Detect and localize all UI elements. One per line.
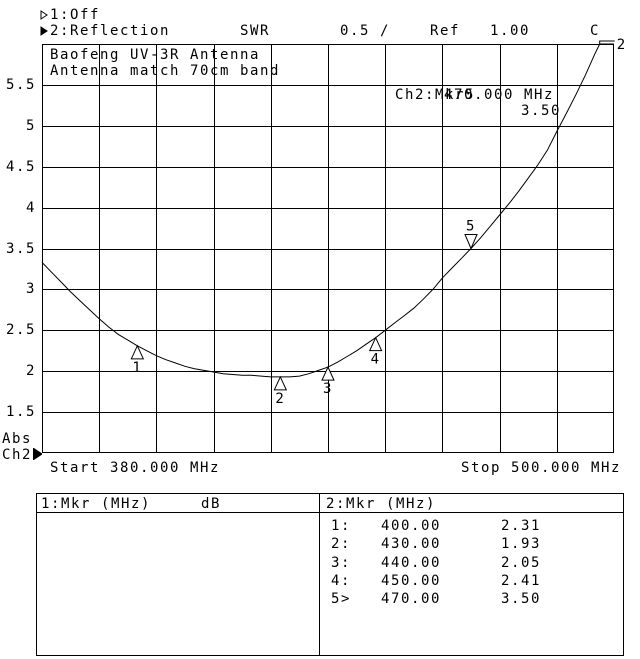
marker-3-triangle <box>321 365 335 381</box>
marker-5-triangle <box>464 234 478 250</box>
trace2-selector: 2:Reflection <box>50 23 170 39</box>
plot-title-line1: Baofeng UV-3R Antenna <box>50 47 260 63</box>
marker-table-header-rule <box>37 512 623 513</box>
start-frequency-label: Start 380.000 MHz <box>50 460 220 476</box>
y-axis-tick-label: 1.5 <box>6 404 36 421</box>
marker-table-row: 3: 440.00 2.05 <box>331 554 541 571</box>
marker-table-divider <box>319 494 320 655</box>
marker-table-row: 5> 470.00 3.50 <box>331 591 541 608</box>
y-axis-tick-label: 5.5 <box>6 76 36 93</box>
marker-2-triangle <box>273 375 288 391</box>
marker-table-rows: 1: 400.00 2.31 2: 430.00 1.93 3: 440.00 2.… <box>331 517 541 608</box>
trace2-filled-triangle-icon <box>40 26 48 36</box>
y-axis-tick-label: 4.5 <box>6 158 36 175</box>
marker-table-right-header: 2:Mkr (MHz) <box>326 496 436 512</box>
marker-table-left-header: 1:Mkr (MHz) dB <box>41 496 221 512</box>
marker-table-row: 4: 450.00 2.41 <box>331 572 541 589</box>
marker-readout-prefix: Ch2:Mkr5 <box>395 87 475 103</box>
marker-2-label: 2 <box>275 391 285 407</box>
y-axis-tick-label: 3 <box>26 281 36 298</box>
channel-label: Ch2 <box>2 447 32 463</box>
marker-table-row: 1: 400.00 2.31 <box>331 518 541 534</box>
marker-readout-freq: 470.000 MHz <box>444 87 554 103</box>
plot-title-line2: Antenna match 70cm band <box>50 63 280 79</box>
cal-indicator: C <box>590 23 600 39</box>
y-axis-tick-label: 2.5 <box>6 322 36 339</box>
stop-frequency-label: Stop 500.000 MHz <box>461 460 621 476</box>
trace1-selector: 1:Off <box>50 7 100 23</box>
y-axis-tick-label: 2 <box>26 363 36 380</box>
trace-number-label: 2 <box>617 37 627 53</box>
marker-table-row: 2: 430.00 1.93 <box>331 536 541 553</box>
marker-1-triangle <box>130 344 145 360</box>
trace1-open-triangle-icon <box>40 10 48 20</box>
ref-label: Ref <box>430 23 460 39</box>
marker-3-label: 3 <box>323 381 333 397</box>
marker-1-label: 1 <box>132 360 142 376</box>
trace-layer: 2 1 2 3 4 5 <box>41 37 625 407</box>
y-axis-tick-label: 3.5 <box>6 240 36 257</box>
abs-label: Abs <box>2 431 32 447</box>
marker-4-label: 4 <box>371 352 381 368</box>
scale-per-div: 0.5 / <box>340 23 390 39</box>
marker-5-label: 5 <box>466 219 476 235</box>
marker-table: 1:Mkr (MHz) dB 2:Mkr (MHz) 1: 400.00 2.3… <box>36 493 624 656</box>
ref-position-triangle-icon <box>33 448 42 460</box>
marker-readout-value: 3.50 <box>521 103 561 119</box>
y-axis-tick-label: 4 <box>26 199 36 216</box>
graticule <box>42 44 614 453</box>
marker-4-triangle <box>368 336 383 352</box>
ref-value: 1.00 <box>490 23 530 39</box>
format-label: SWR <box>240 23 270 39</box>
y-axis-tick-label: 5 <box>26 117 36 134</box>
